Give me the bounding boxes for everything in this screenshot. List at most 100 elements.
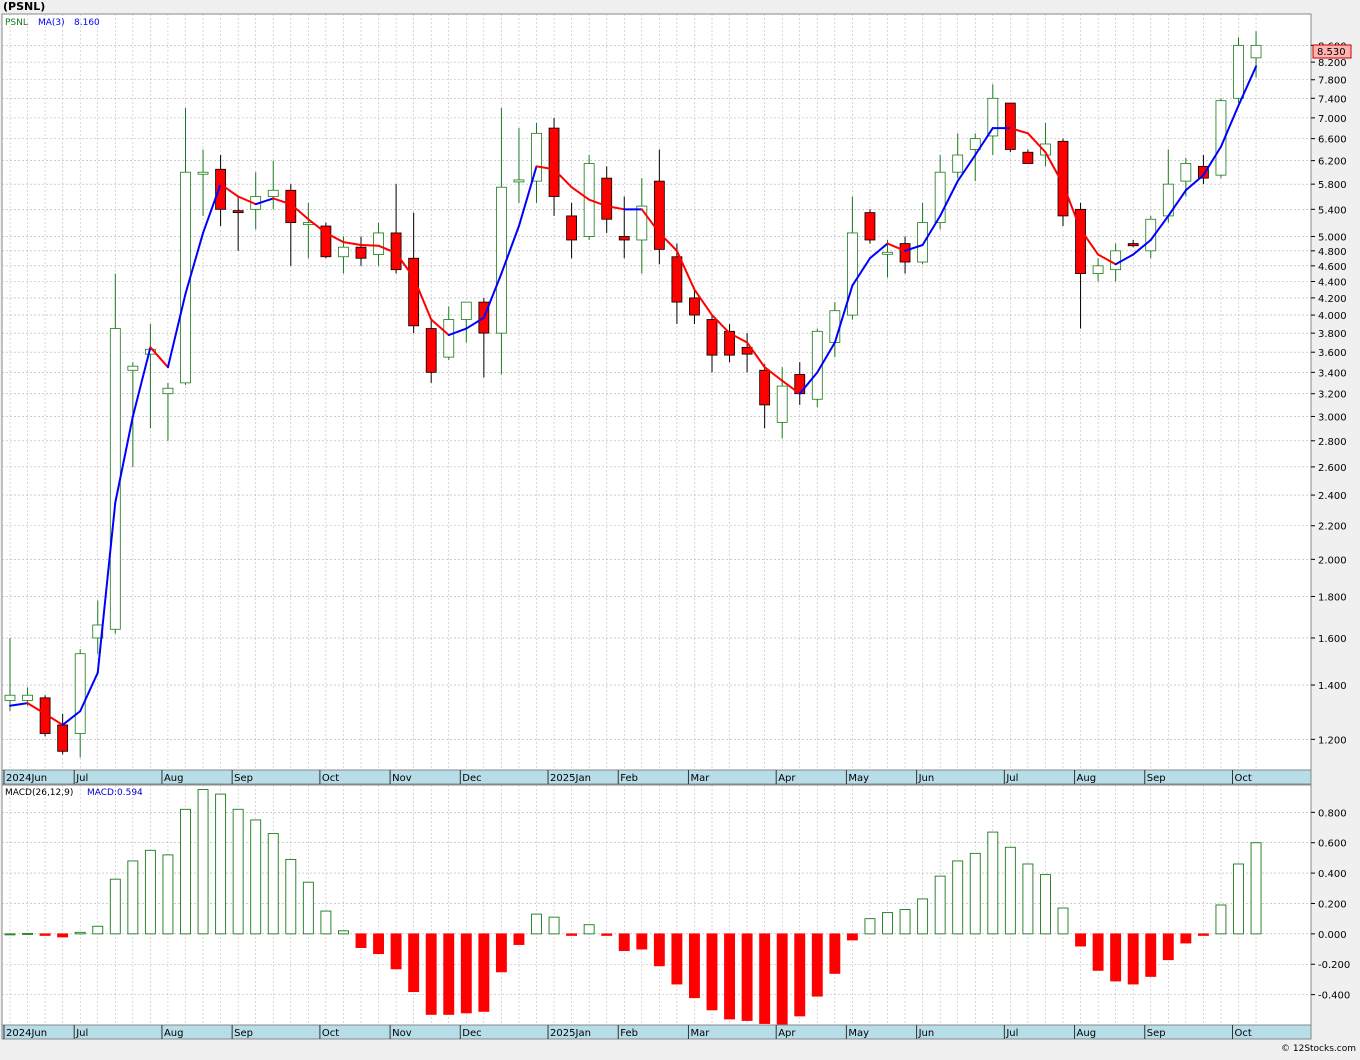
ma-segment (956, 154, 977, 183)
legend-ma-value: 8.160 (74, 18, 100, 28)
ma-segment (465, 316, 485, 330)
macd-bar (1197, 933, 1209, 936)
date-label: Sep (234, 773, 253, 784)
candle-body (1145, 218, 1157, 252)
date-label: Aug (1077, 1028, 1097, 1039)
price-tick-label: 4.400 (1318, 277, 1347, 288)
ma-segment (588, 198, 608, 208)
ma-segment (360, 244, 380, 247)
date-label: Jul (75, 773, 88, 784)
candle-body (636, 205, 648, 241)
macd-bar (302, 881, 314, 935)
macd-bar (232, 808, 244, 935)
ma-segment (219, 183, 240, 198)
candle-body (215, 168, 227, 210)
ma-segment (131, 346, 152, 418)
candle-body (689, 297, 700, 316)
macd-bar (92, 925, 104, 935)
ma-segment (1149, 214, 1170, 241)
date-label: May (848, 773, 869, 784)
candle-body (513, 179, 525, 183)
candle-body (671, 256, 683, 303)
date-label: May (848, 1028, 869, 1039)
macd-bar (1127, 933, 1139, 985)
macd-bar (583, 924, 595, 935)
macd-bar (864, 918, 876, 935)
candle-body (373, 232, 384, 255)
candle-body (1022, 151, 1034, 164)
macd-bar (917, 898, 929, 935)
candle-body (934, 171, 946, 224)
candle-body (917, 222, 928, 263)
candle-body (74, 653, 86, 734)
date-label: Jul (75, 1028, 88, 1039)
candle-body (4, 694, 16, 701)
date-label: Sep (1147, 1028, 1166, 1039)
ma-segment (237, 195, 257, 206)
ma-segment (693, 288, 713, 317)
date-label: Mar (690, 1028, 710, 1039)
date-label: Oct (1235, 1028, 1252, 1039)
macd-bar (952, 860, 964, 935)
price-tick-label: 5.400 (1318, 205, 1347, 216)
candle-body (706, 319, 718, 356)
macd-legend-value: MACD:0.594 (87, 788, 143, 798)
symbol-title: (PSNL) (3, 0, 45, 13)
price-tick-label: 2.600 (1318, 463, 1347, 474)
ma-segment (377, 244, 398, 255)
macd-date-labels: 2024Jun Jul Aug Sep Oct Nov Dec 2025Jan Feb Mar Ap… (3, 1025, 1252, 1039)
macd-bar (1233, 863, 1244, 935)
ma-segment (500, 225, 520, 275)
date-label: Mar (690, 773, 710, 784)
ma-segment (939, 180, 959, 217)
candle-body (618, 236, 630, 241)
macd-bar (636, 933, 648, 950)
ma-segment (1009, 127, 1029, 135)
macd-grid (2, 785, 1311, 1025)
ma-segment (324, 231, 345, 244)
macd-tick-label: -0.400 (1318, 991, 1350, 1002)
ma-segment (1237, 65, 1258, 107)
price-tick-label: 2.800 (1318, 437, 1347, 448)
macd-bar (846, 933, 858, 941)
date-label: Nov (392, 773, 412, 784)
macd-bar (250, 819, 262, 935)
macd-bar (811, 933, 823, 997)
ma-segment (430, 318, 450, 337)
ma-segment (482, 272, 503, 319)
macd-tick-label: 0.400 (1318, 869, 1347, 880)
candle-body (1215, 100, 1227, 176)
price-tick-label: 6.200 (1318, 157, 1347, 168)
macd-bar (741, 933, 753, 1021)
date-label: Dec (462, 1028, 481, 1039)
candle-body (425, 328, 437, 373)
macd-tick-label: 0.200 (1318, 899, 1347, 910)
macd-bar (1162, 933, 1174, 961)
date-label: Sep (234, 1028, 253, 1039)
ma-segment (921, 214, 942, 247)
candle-body (408, 257, 420, 327)
macd-bar (601, 933, 613, 936)
ma-segment (904, 244, 924, 252)
ma-segment (1219, 104, 1240, 148)
candle-body (952, 154, 964, 173)
ma-segment (517, 165, 538, 228)
price-date-axis (1, 769, 1312, 785)
date-label: Oct (1235, 773, 1252, 784)
ma-segment (44, 712, 64, 726)
ma-segment (570, 186, 591, 201)
macd-bar (1057, 907, 1069, 935)
macd-bar (1092, 933, 1104, 971)
price-panel (1, 13, 1312, 771)
ma-segment (851, 257, 871, 287)
price-tick-label: 6.600 (1318, 135, 1347, 146)
macd-bar (1250, 842, 1262, 935)
macd-bar (548, 916, 560, 935)
price-tick-label: 7.400 (1318, 94, 1347, 105)
ma-segment (114, 415, 134, 504)
last-price-box (1312, 44, 1352, 59)
ma-segment (26, 702, 47, 715)
macd-bar (338, 930, 349, 935)
candle-body (1057, 140, 1069, 217)
date-label: Oct (322, 773, 339, 784)
